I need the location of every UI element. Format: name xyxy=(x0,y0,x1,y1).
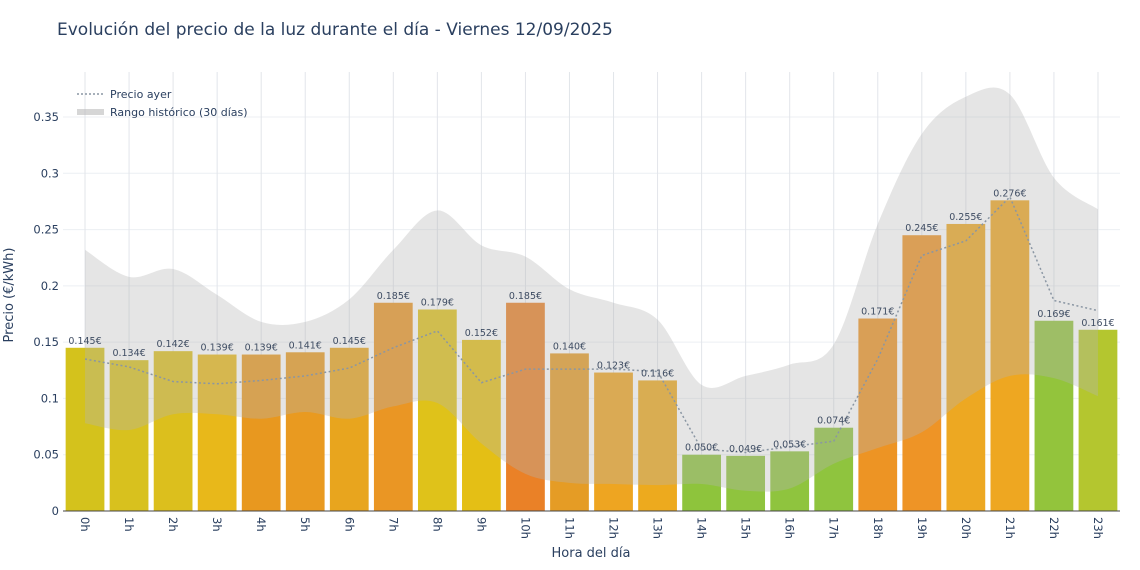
x-tick-label: 21h xyxy=(1003,517,1017,539)
data-label: 0.245€ xyxy=(905,223,938,234)
bar-3h xyxy=(197,354,237,511)
data-label: 0.179€ xyxy=(421,298,454,309)
y-tick-label: 0.3 xyxy=(41,166,59,180)
y-axis-title: Precio (€/kWh) xyxy=(2,248,17,343)
data-label: 0.169€ xyxy=(1037,309,1070,320)
x-tick-label: 10h xyxy=(518,517,532,539)
data-label: 0.049€ xyxy=(729,444,762,455)
bar-16h xyxy=(770,451,810,511)
yesterday-price-line xyxy=(84,195,1099,454)
bar-21h xyxy=(990,200,1030,512)
data-label: 0.152€ xyxy=(465,328,498,339)
x-tick-label: 7h xyxy=(386,517,400,532)
x-tick-label: 4h xyxy=(254,517,268,532)
x-tick-label: 16h xyxy=(783,517,797,539)
y-tick-label: 0.35 xyxy=(33,110,59,124)
bar-12h xyxy=(594,372,633,511)
data-label: 0.139€ xyxy=(201,343,234,354)
x-tick-label: 19h xyxy=(915,517,929,539)
x-tick-label: 11h xyxy=(562,517,576,539)
y-tick-label: 0.25 xyxy=(33,223,59,237)
bar-18h xyxy=(858,318,898,511)
bar-13h xyxy=(638,380,677,511)
legend-label-rango-historico: Rango histórico (30 días) xyxy=(110,106,248,119)
historic-range-area xyxy=(85,87,1098,492)
bar-15h xyxy=(726,455,766,511)
x-tick-label: 12h xyxy=(607,517,621,539)
data-label: 0.171€ xyxy=(861,307,894,318)
data-label: 0.140€ xyxy=(553,341,586,352)
x-tick-label: 1h xyxy=(122,517,136,532)
data-label: 0.141€ xyxy=(289,340,322,351)
bar-14h xyxy=(682,454,721,511)
x-tick-label: 23h xyxy=(1091,517,1105,539)
bar-23h xyxy=(1078,329,1118,511)
data-labels: 0.145€ 0.134€ 0.142€ 0.139€ 0.139€ 0.141€ 0.14… xyxy=(68,188,1114,455)
x-tick-label: 14h xyxy=(695,517,709,539)
yesterday-price-path xyxy=(84,195,1099,454)
data-label: 0.123€ xyxy=(597,361,630,372)
historic-range-band xyxy=(85,87,1098,492)
bar-7h xyxy=(373,302,413,511)
x-tick-label: 6h xyxy=(342,517,356,532)
bar-4h xyxy=(241,354,281,511)
data-label: 0.276€ xyxy=(993,188,1026,199)
bar-20h xyxy=(946,223,986,511)
x-tick-label: 8h xyxy=(430,517,444,532)
y-tick-label: 0.2 xyxy=(41,279,59,293)
bar-22h xyxy=(1034,320,1074,511)
bar-1h xyxy=(109,360,149,511)
data-label: 0.050€ xyxy=(685,443,718,454)
bar-11h xyxy=(550,353,589,511)
y-tick-label: 0.1 xyxy=(41,391,59,405)
data-label: 0.142€ xyxy=(156,339,189,350)
bar-8h xyxy=(417,309,457,511)
bar-5h xyxy=(285,352,325,511)
data-label: 0.145€ xyxy=(68,336,101,347)
data-label: 0.134€ xyxy=(112,348,145,359)
bar-0h xyxy=(65,347,105,511)
x-tick-label: 13h xyxy=(651,517,665,539)
data-label: 0.074€ xyxy=(817,416,850,427)
x-tick-label: 5h xyxy=(298,517,312,532)
bar-9h xyxy=(462,339,501,511)
x-tick-label: 15h xyxy=(739,517,753,539)
x-tick-label: 20h xyxy=(959,517,973,539)
data-label: 0.116€ xyxy=(641,368,674,379)
bar-6h xyxy=(329,347,369,511)
y-tick-label: 0.15 xyxy=(33,335,59,349)
x-axis-title: Hora del día xyxy=(552,546,631,561)
data-label: 0.185€ xyxy=(509,291,542,302)
y-tick-label: 0.05 xyxy=(33,448,59,462)
x-tick-label: 0h xyxy=(78,517,92,532)
x-tick-label: 22h xyxy=(1047,517,1061,539)
data-label: 0.161€ xyxy=(1081,318,1114,329)
axes: 0 0.05 0.1 0.15 0.2 0.25 0.3 0.35 0h 1h 2h 3h 4h 5h 6h… xyxy=(33,110,1120,539)
legend: Precio ayer Rango histórico (30 días) xyxy=(77,88,248,119)
x-tick-label: 18h xyxy=(871,517,885,539)
x-tick-label: 2h xyxy=(166,517,180,532)
data-label: 0.145€ xyxy=(333,336,366,347)
y-tick-label: 0 xyxy=(52,504,59,518)
bar-19h xyxy=(902,235,942,511)
chart-title: Evolución del precio de la luz durante e… xyxy=(57,20,613,40)
data-label: 0.255€ xyxy=(949,212,982,223)
legend-band-symbol xyxy=(77,109,104,115)
data-label: 0.139€ xyxy=(245,343,278,354)
bar-10h xyxy=(506,302,545,511)
x-tick-label: 9h xyxy=(474,517,488,532)
x-tick-label: 17h xyxy=(827,517,841,539)
data-label: 0.053€ xyxy=(773,439,806,450)
x-tick-label: 3h xyxy=(210,517,224,532)
legend-label-precio-ayer: Precio ayer xyxy=(110,88,172,101)
data-label: 0.185€ xyxy=(377,291,410,302)
